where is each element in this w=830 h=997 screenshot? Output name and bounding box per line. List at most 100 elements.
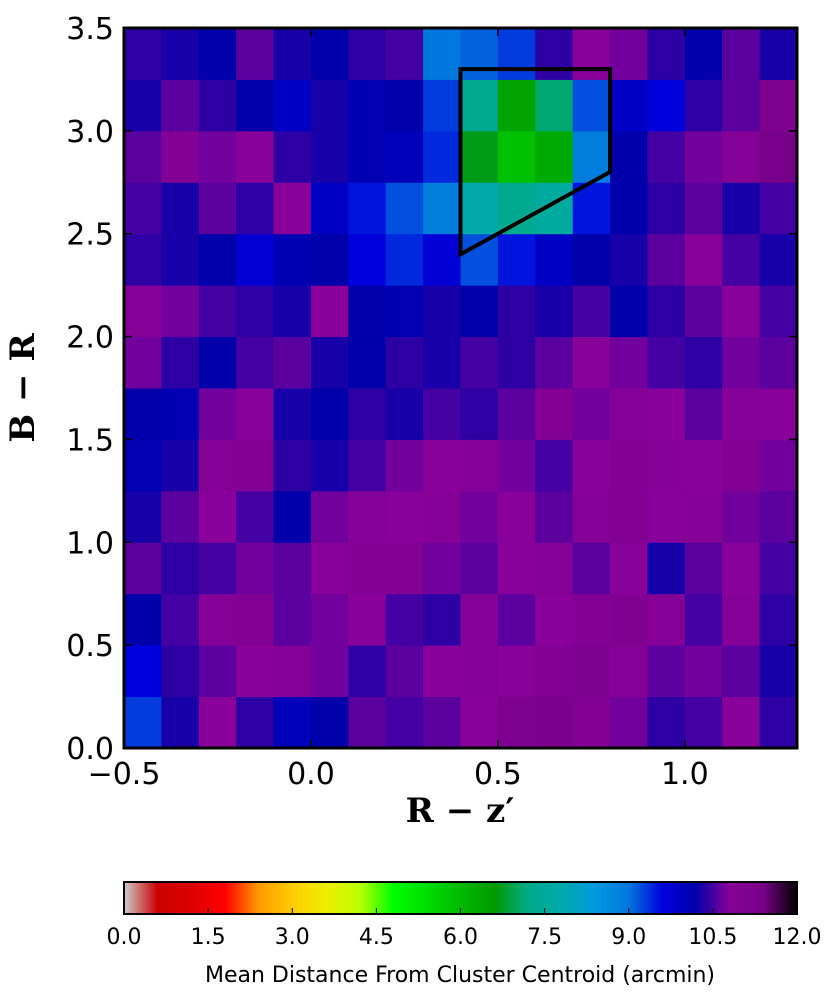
heatmap-cell	[497, 28, 536, 80]
heatmap-cell	[423, 439, 461, 492]
heatmap-cell	[198, 336, 237, 389]
heatmap-cell	[535, 388, 574, 440]
heatmap-cell	[759, 285, 798, 338]
y-axis-label: B − R	[3, 333, 43, 443]
heatmap-cell	[273, 696, 312, 749]
colorbar-label: Mean Distance From Cluster Centroid (arc…	[205, 963, 715, 988]
heatmap-cell	[161, 593, 200, 646]
heatmap-cell	[385, 285, 424, 338]
heatmap-cell	[647, 542, 686, 595]
heatmap-cell	[497, 696, 536, 749]
y-tick-label: 3.5	[66, 12, 114, 47]
heatmap-cell	[460, 645, 499, 698]
heatmap-cell	[310, 182, 349, 235]
heatmap-cell	[236, 490, 275, 543]
heatmap-cell	[722, 79, 761, 132]
heatmap-cell	[236, 645, 275, 698]
heatmap-cell	[385, 79, 424, 132]
heatmap-cell	[385, 439, 424, 492]
heatmap-cell	[535, 593, 574, 646]
heatmap-cell	[348, 130, 387, 183]
heatmap-cell	[684, 542, 723, 595]
heatmap-cell	[572, 336, 611, 389]
heatmap-cell	[535, 28, 574, 80]
heatmap-cell	[423, 233, 461, 286]
heatmap-cell	[198, 388, 237, 440]
heatmap-cell	[385, 336, 424, 389]
heatmap-cell	[310, 28, 349, 80]
heatmap-cell	[124, 696, 162, 749]
heatmap-cell	[759, 645, 798, 698]
selection-polygon	[458, 67, 613, 258]
y-tick-label: 1.0	[66, 526, 114, 561]
heatmap-cell	[198, 285, 237, 338]
heatmap-cell	[684, 182, 723, 235]
colorbar-tick-label: 0.0	[107, 925, 142, 950]
heatmap-cell	[610, 696, 648, 749]
colorbar-tick-label: 10.5	[688, 925, 737, 950]
heatmap-cell	[124, 28, 162, 80]
heatmap-cell	[198, 233, 237, 286]
heatmap-cell	[460, 696, 499, 749]
x-axis-label: R − z′	[406, 791, 515, 831]
heatmap-cell	[236, 28, 275, 80]
heatmap-cell	[572, 645, 611, 698]
heatmap-cell	[310, 388, 349, 440]
heatmap-cell	[198, 182, 237, 235]
heatmap-cell	[610, 542, 648, 595]
heatmap-cell	[124, 233, 162, 286]
heatmap-cell	[124, 490, 162, 543]
heatmap-cell	[647, 696, 686, 749]
colorbar-tick-label: 7.5	[527, 925, 562, 950]
heatmap-cell	[610, 79, 648, 132]
heatmap-cell	[647, 645, 686, 698]
heatmap-cell	[236, 439, 275, 492]
heatmap-cell	[348, 233, 387, 286]
y-tick-label: 0.0	[66, 732, 114, 767]
heatmap-cell	[497, 336, 536, 389]
heatmap-cell	[273, 28, 312, 80]
heatmap-cell	[124, 130, 162, 183]
plot-frame	[122, 26, 799, 750]
heatmap-cell	[759, 79, 798, 132]
heatmap-cell	[497, 439, 536, 492]
heatmap-cell	[684, 233, 723, 286]
heatmap-cell	[460, 79, 499, 132]
heatmap-cell	[236, 182, 275, 235]
heatmap-cell	[348, 28, 387, 80]
heatmap-cell	[610, 336, 648, 389]
heatmap-cell	[684, 696, 723, 749]
heatmap-cell	[684, 130, 723, 183]
heatmap-cell	[497, 645, 536, 698]
heatmap-cell	[684, 490, 723, 543]
heatmap-cell	[460, 593, 499, 646]
heatmap-cell	[348, 696, 387, 749]
heatmap-cell	[759, 593, 798, 646]
heatmap-cell	[610, 233, 648, 286]
heatmap-cell	[236, 285, 275, 338]
heatmap-cell	[460, 490, 499, 543]
heatmap-cell	[460, 542, 499, 595]
heatmap-cell	[497, 182, 536, 235]
heatmap-cell	[535, 490, 574, 543]
heatmap-cell	[647, 490, 686, 543]
x-tick-label: 0.0	[287, 757, 335, 792]
heatmap-cell	[423, 79, 461, 132]
heatmap-cell	[310, 130, 349, 183]
heatmap-cell	[497, 285, 536, 338]
heatmap-cell	[348, 439, 387, 492]
heatmap-cell	[722, 439, 761, 492]
heatmap-cell	[572, 696, 611, 749]
heatmap-cell	[535, 79, 574, 132]
heatmap-cell	[385, 130, 424, 183]
heatmap-cell	[273, 130, 312, 183]
heatmap-cell	[722, 388, 761, 440]
heatmap-cell	[348, 388, 387, 440]
heatmap-cell	[273, 439, 312, 492]
heatmap-cell	[198, 593, 237, 646]
heatmap-cell	[198, 645, 237, 698]
heatmap-cell	[647, 182, 686, 235]
heatmap-cell	[684, 28, 723, 80]
colorbar-tick-label: 3.0	[275, 925, 310, 950]
heatmap-cell	[310, 542, 349, 595]
